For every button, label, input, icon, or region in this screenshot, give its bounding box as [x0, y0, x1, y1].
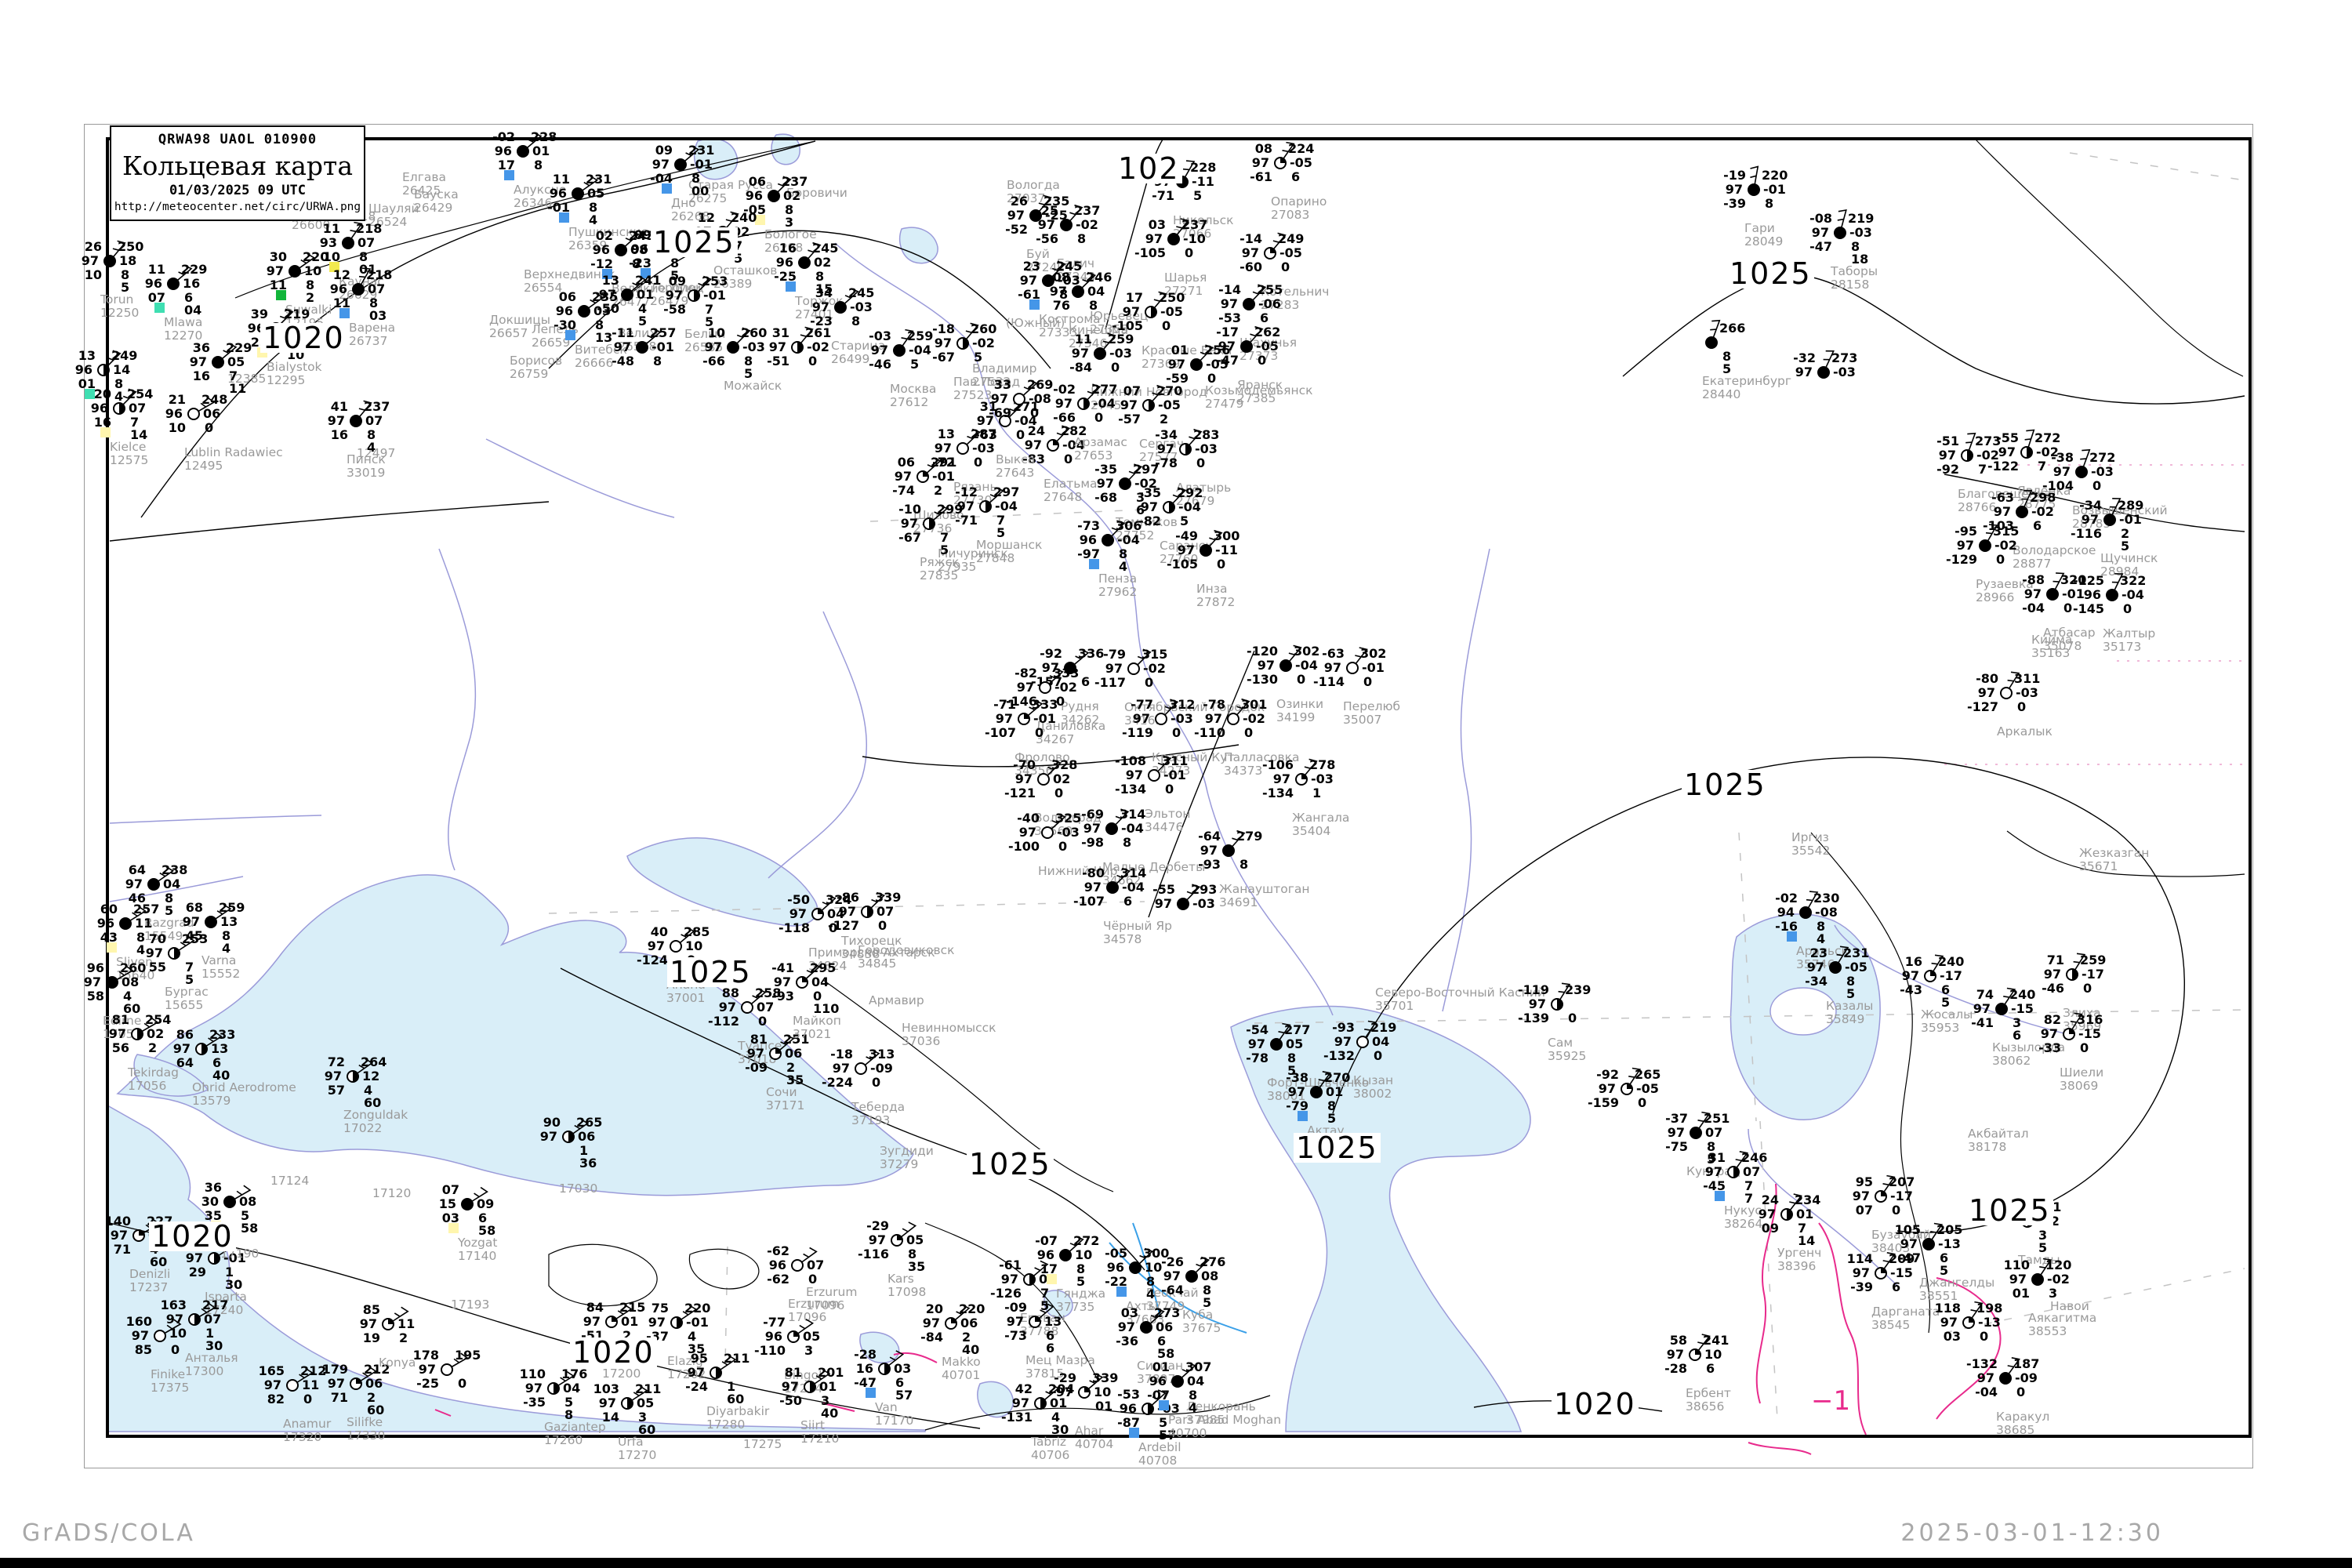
rivers-bright	[1109, 1222, 1247, 1334]
map-gray-label: Erzurum 17096	[806, 1285, 858, 1313]
borders	[234, 139, 2245, 1431]
product-code: QRWA98 UAOL 010900	[158, 132, 318, 147]
map-gray-label: Козьмодемьянск 27479	[1205, 383, 1313, 412]
map-gray-label: Боровичи	[786, 186, 848, 200]
map-gray-label: Армавир	[869, 993, 924, 1007]
map-gray-label: Борисов 26759	[510, 354, 563, 382]
map-gray-label: Навои	[2050, 1299, 2089, 1313]
isobar-label: 1025	[667, 957, 754, 987]
map-gray-label: Геокчай 37749	[1146, 1286, 1199, 1314]
map-gray-label: 17275	[743, 1437, 782, 1451]
map-gray-label: Верхнедвинск 26554	[524, 267, 615, 296]
map-gray-label: Юрьевец 27355	[1090, 309, 1149, 337]
isobar-label: 1020	[570, 1338, 657, 1367]
map-gray-label: Зугдиди 37279	[880, 1144, 934, 1172]
bottom-bar	[0, 1558, 2352, 1568]
sea-of-marmara	[133, 1054, 209, 1097]
map-gray-label: Невинномысск 37036	[902, 1021, 996, 1049]
map-gray-label: Шауляй 26524	[368, 201, 419, 230]
map-gray-label: Елгава 26425	[402, 170, 446, 198]
map-gray-label: Докшицы 26657	[489, 313, 550, 341]
map-inner-frame	[106, 137, 2252, 1438]
map-gray-label: (Южный)	[1006, 316, 1065, 330]
map-gray-label: Бауска 26429	[414, 187, 459, 216]
map-gray-label: 17193	[451, 1298, 490, 1312]
mediterranean-sea	[107, 1104, 926, 1432]
aral-island	[1769, 987, 1837, 1036]
map-gray-label: Владимир 27532	[972, 361, 1037, 390]
isobar-label: 1025	[651, 227, 738, 257]
map-gray-label: Иргиз 35542	[1791, 830, 1831, 858]
map-gray-label: Северо-Восточный Каспий 35701	[1375, 985, 1545, 1014]
map-gray-label: 12385	[227, 372, 267, 386]
map-gray-label: Вологда 27037	[1007, 178, 1060, 206]
isobar-label: 1020	[1552, 1389, 1639, 1419]
isobar-label: 1020	[149, 1221, 236, 1251]
map-gray-label: Тихорецк 34838	[841, 934, 902, 962]
isobar-label: 1020	[260, 323, 347, 353]
graticule-pink	[1944, 464, 2245, 765]
isobar-label: 102	[1116, 154, 1182, 183]
grads-credit: GrADS/COLA	[22, 1519, 195, 1547]
isobar-label: 1025	[967, 1149, 1054, 1179]
fronts	[434, 1183, 2002, 1455]
map-gray-label: Ленкорань 37985	[1186, 1399, 1256, 1428]
map-gray-label: Кийма 35163	[2031, 633, 2073, 661]
isobar-label: 1025	[1682, 770, 1769, 800]
isobar-label: 1025	[1727, 259, 1814, 289]
front-label: −1	[1811, 1385, 1851, 1417]
map-outer-frame	[84, 124, 2253, 1468]
map-gray-label: 17120	[372, 1186, 412, 1200]
map-datetime: 01/03/2025 09 UTC	[169, 183, 306, 198]
render-timestamp: 2025-03-01-12:30	[1900, 1519, 2164, 1547]
source-url: http://meteocenter.net/circ/URWA.png	[114, 201, 361, 213]
graticule	[548, 152, 2245, 1420]
map-gray-label: 17124	[270, 1174, 310, 1188]
isobar-label: 1025	[1966, 1196, 2053, 1225]
lake-urmia	[977, 1381, 1014, 1418]
title-box: QRWA98 UAOL 010900 Кольцевая карта 01/03…	[110, 125, 365, 221]
map-title: Кольцевая карта	[122, 151, 353, 181]
map-gray-label: Мичуринск 27935	[938, 546, 1008, 575]
map-gray-label: 12497	[357, 446, 396, 460]
map-gray-label: Старая Русса 26275	[688, 178, 774, 206]
map-gray-label: Акбайтал 38178	[1968, 1127, 2029, 1155]
isobar-label: 1025	[1294, 1133, 1381, 1163]
map-gray-label: Жезказган 35671	[2079, 846, 2150, 874]
